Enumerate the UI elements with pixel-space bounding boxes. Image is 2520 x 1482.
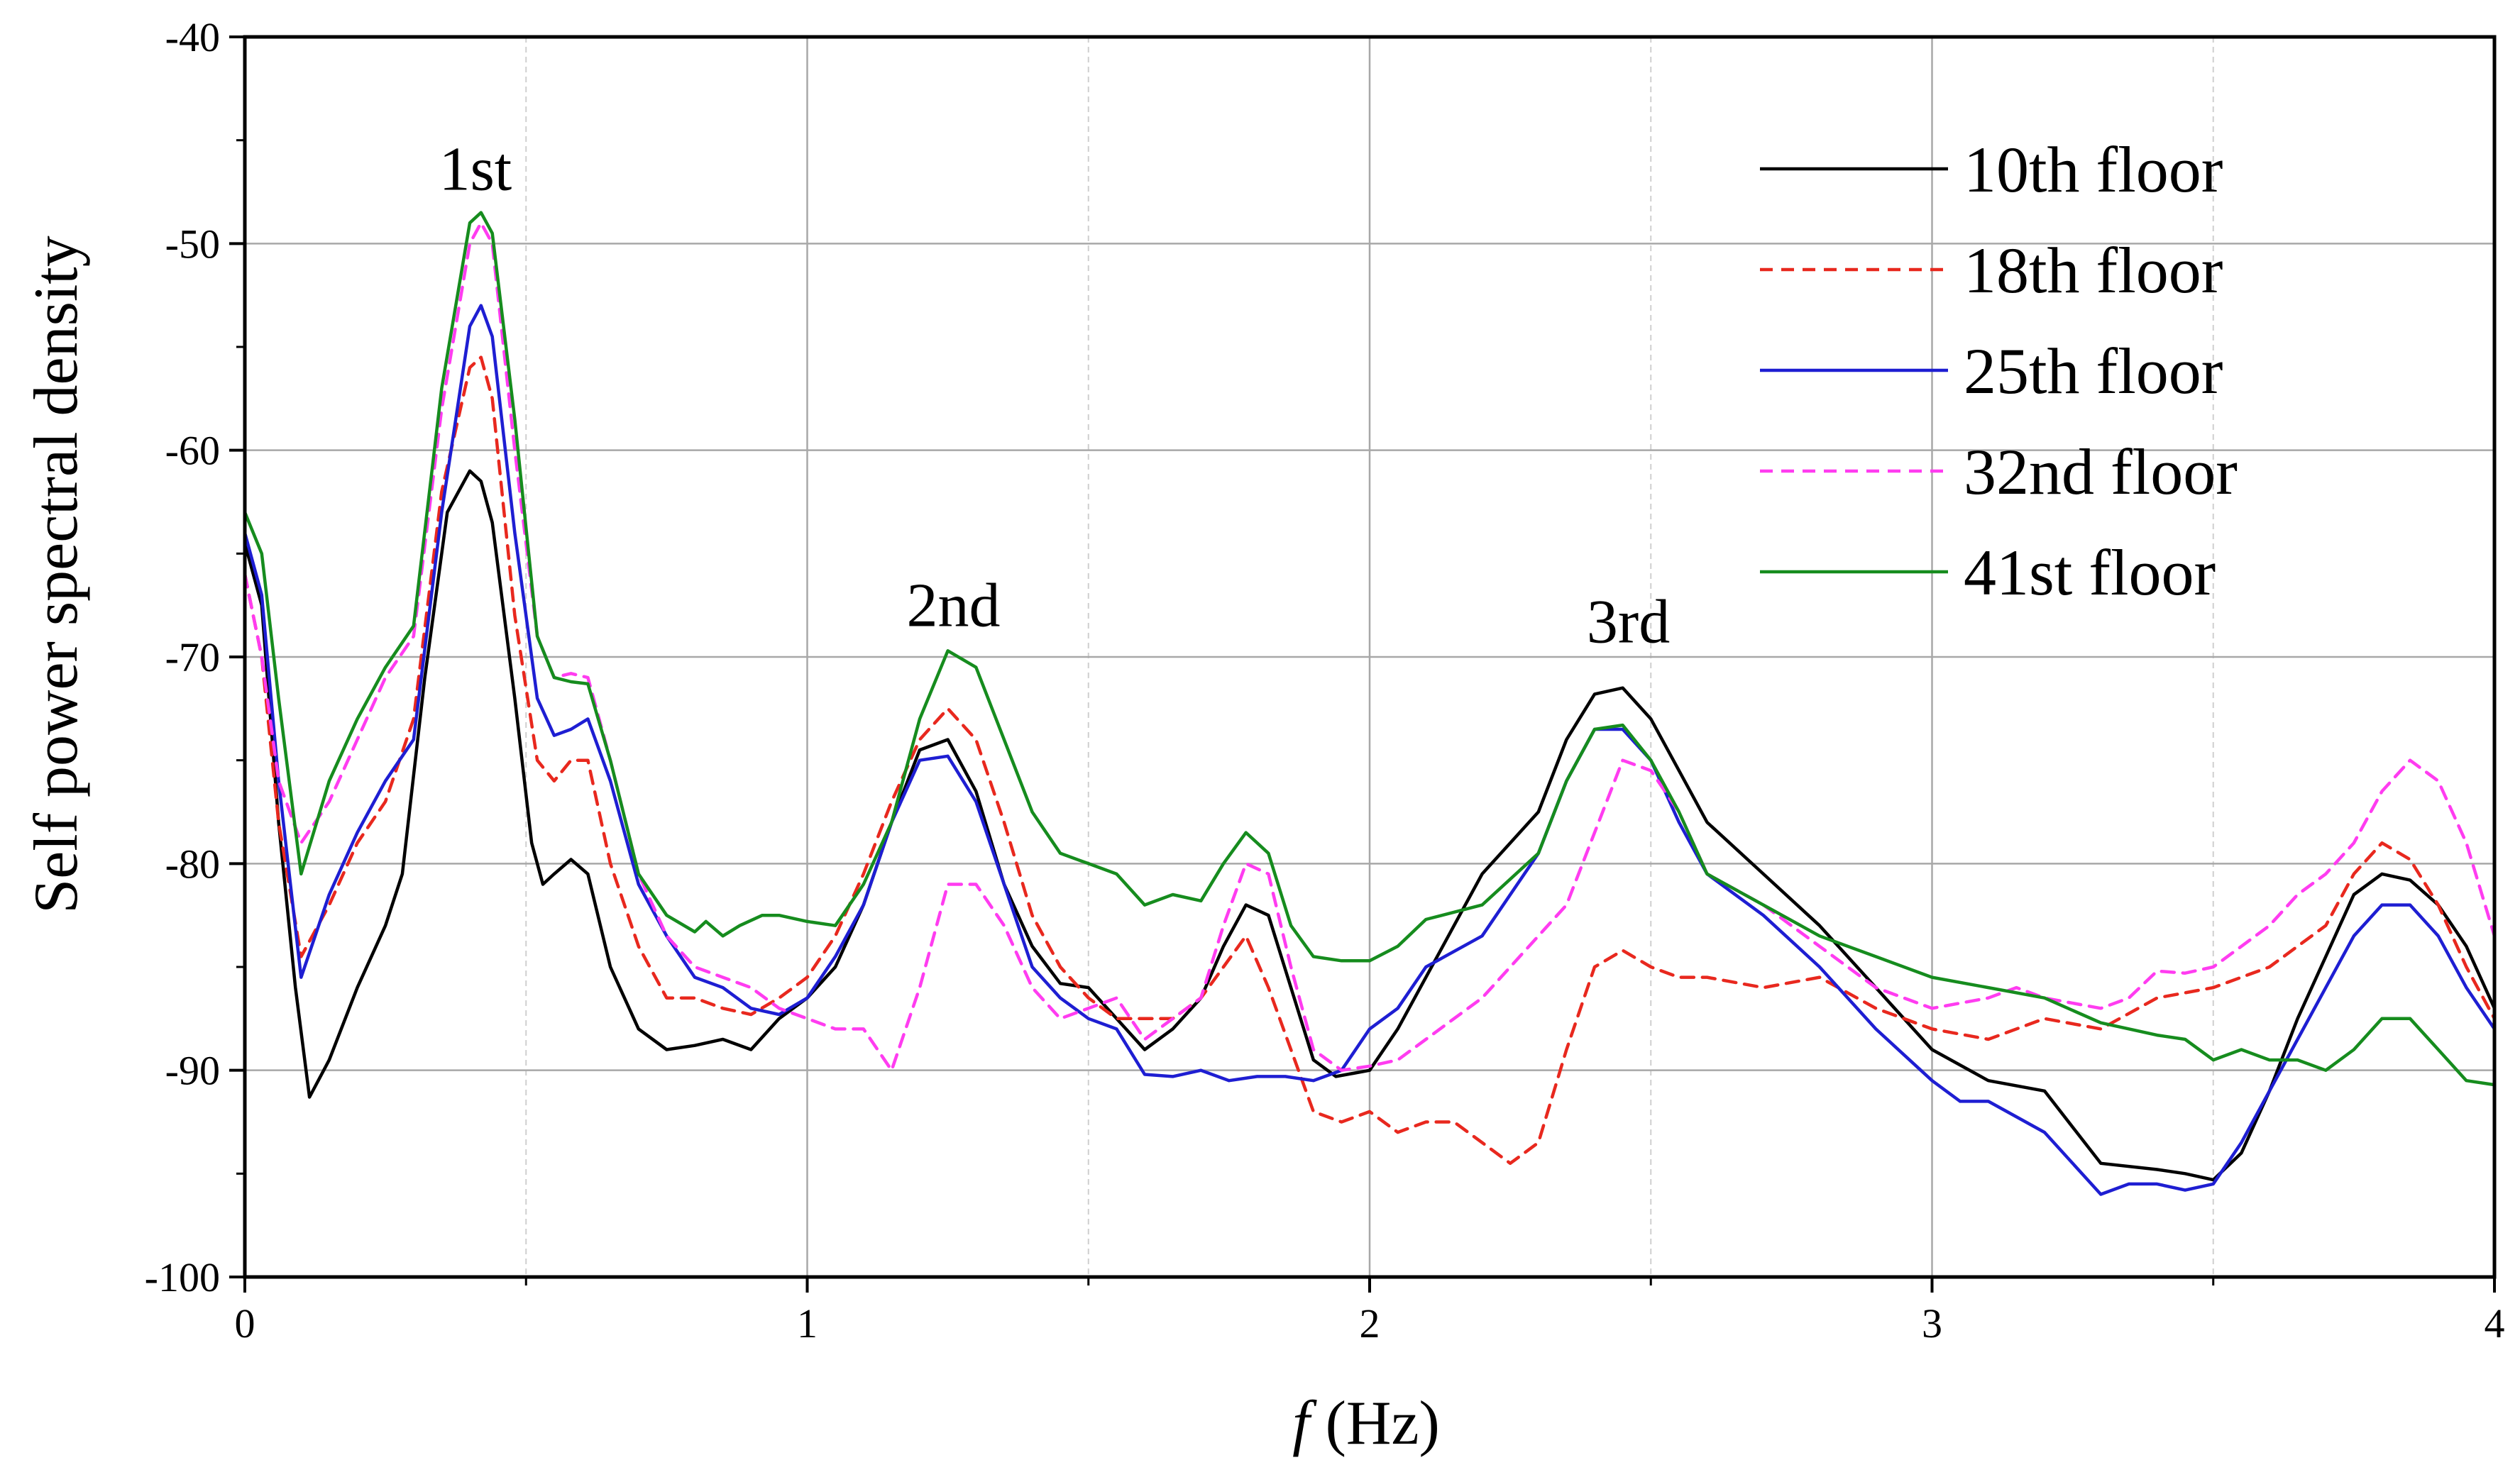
x-tick-label: 3 bbox=[1922, 1300, 1942, 1346]
series-lines bbox=[243, 211, 2497, 1196]
axis-ticks: 0 1 2 3 4 -40 -50 -60 -70 -80 -90 -100 bbox=[145, 14, 2505, 1346]
y-tick-label: -60 bbox=[165, 428, 220, 474]
x-tick-label: 1 bbox=[797, 1300, 818, 1346]
y-tick-label: -80 bbox=[165, 841, 220, 887]
legend-label: 18th floor bbox=[1964, 234, 2223, 306]
peak-annotations: 1st 2nd 3rd bbox=[439, 136, 1671, 657]
y-tick-label: -90 bbox=[165, 1048, 220, 1094]
series-line bbox=[243, 211, 2497, 1087]
y-tick-label: -50 bbox=[165, 221, 220, 267]
legend-label: 41st floor bbox=[1964, 536, 2216, 609]
legend-label: 10th floor bbox=[1964, 133, 2223, 206]
grid-lines bbox=[245, 37, 2494, 1277]
y-axis-title: Self power spectral density bbox=[22, 236, 91, 914]
x-tick-label: 2 bbox=[1360, 1300, 1380, 1346]
series-line bbox=[243, 304, 2497, 1196]
peak-label: 3rd bbox=[1587, 588, 1670, 657]
peak-label: 1st bbox=[439, 136, 512, 204]
x-axis-title-unit: (Hz) bbox=[1310, 1389, 1440, 1458]
peak-label: 2nd bbox=[907, 571, 1001, 640]
x-axis-title: f (Hz) bbox=[1292, 1389, 1440, 1458]
y-tick-label: -40 bbox=[165, 14, 220, 60]
x-tick-label: 4 bbox=[2485, 1300, 2505, 1346]
y-tick-label: -100 bbox=[145, 1254, 220, 1300]
legend: 10th floor 18th floor 25th floor 32nd floor… bbox=[1760, 133, 2238, 609]
y-tick-label: -70 bbox=[165, 634, 220, 680]
x-tick-label: 0 bbox=[235, 1300, 255, 1346]
series-line bbox=[243, 469, 2497, 1182]
legend-label: 32nd floor bbox=[1964, 436, 2238, 508]
legend-label: 25th floor bbox=[1964, 335, 2223, 407]
